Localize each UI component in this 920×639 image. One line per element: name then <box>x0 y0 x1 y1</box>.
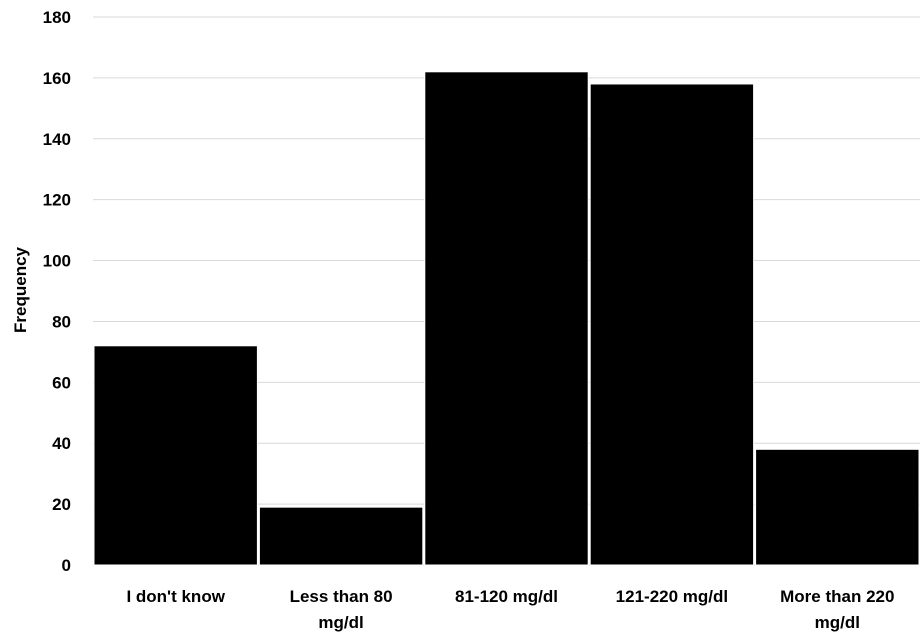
y-tick-label: 140 <box>43 130 71 149</box>
x-category-label: I don't know <box>126 587 225 606</box>
y-tick-label: 180 <box>43 8 71 27</box>
bar <box>258 506 424 566</box>
x-category-label: mg/dl <box>815 613 860 632</box>
bar <box>589 83 755 566</box>
x-category-label: Less than 80 <box>290 587 393 606</box>
y-tick-label: 0 <box>62 556 71 575</box>
bar <box>424 71 589 566</box>
y-tick-label: 20 <box>52 495 71 514</box>
x-category-label: 121-220 mg/dl <box>616 587 728 606</box>
y-tick-label: 60 <box>52 373 71 392</box>
bars <box>93 71 920 566</box>
x-category-label: 81-120 mg/dl <box>455 587 558 606</box>
x-category-label: More than 220 <box>780 587 894 606</box>
y-tick-label: 120 <box>43 191 71 210</box>
x-axis-categories: I don't know Less than 80 mg/dl 81-120 mg/d… <box>126 587 894 632</box>
y-tick-label: 160 <box>43 69 71 88</box>
bar <box>93 345 258 566</box>
y-tick-label: 80 <box>52 312 71 331</box>
x-category-label: mg/dl <box>318 613 363 632</box>
y-axis-ticks: 0 20 40 60 80 100 120 140 160 180 <box>43 8 71 575</box>
y-axis-title: Frequency <box>11 246 30 333</box>
y-tick-label: 100 <box>43 252 71 271</box>
bar <box>755 448 920 566</box>
y-tick-label: 40 <box>52 434 71 453</box>
